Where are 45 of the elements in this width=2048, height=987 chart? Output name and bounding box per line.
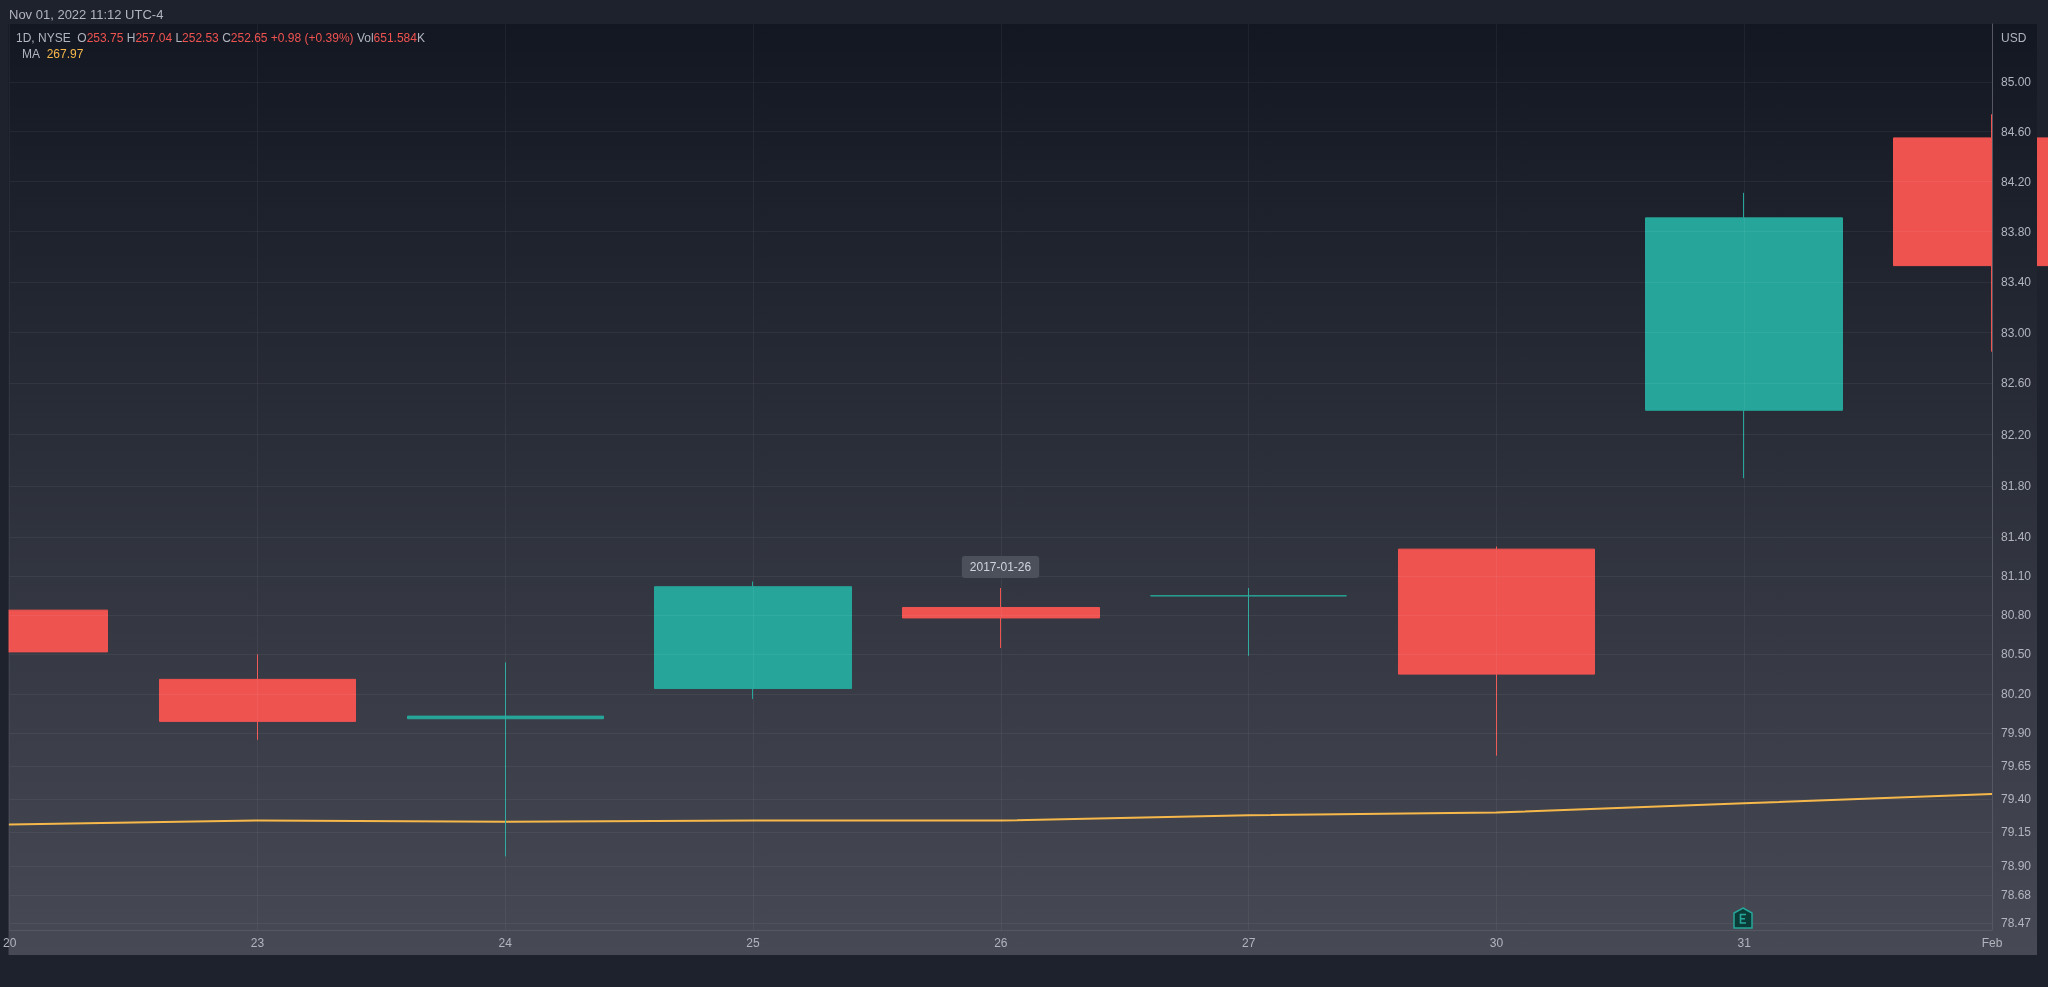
y-tick-label: 80.80 [2001,608,2032,623]
y-tick-label: 83.40 [2001,275,2032,290]
candlestick [1398,546,1595,757]
y-tick-label: 79.15 [2001,825,2032,840]
y-tick-label: 81.40 [2001,530,2032,545]
text: MA [22,47,40,61]
candlestick [159,653,356,741]
candlestick [654,581,852,700]
y-tick-label: 85.00 [2001,75,2032,90]
y-tick-label: 84.60 [2001,124,2032,139]
x-tick-label: 26 [994,936,1008,950]
annotation: 267.97 [46,47,84,61]
x-tick-label: Feb [1981,936,2003,950]
candlestick [1150,587,1347,657]
y-tick-label: 79.65 [2001,759,2032,774]
y-tick-label: 79.90 [2001,726,2032,741]
y-tick-label: 82.20 [2001,427,2032,442]
text: Nov 01, 2022 11:12 UTC-4 [9,6,164,22]
y-tick-label: 78.68 [2001,888,2032,903]
y-tick-label: 78.90 [2001,858,2032,873]
x-tick-label: 24 [498,936,513,950]
y-tick-label: 81.80 [2001,478,2032,493]
y-tick-label: 82.60 [2001,376,2032,391]
candlestick [407,661,604,857]
candlestick [1645,192,1843,479]
x-tick-label: 23 [250,936,265,950]
x-tick-label: 30 [1489,936,1504,950]
x-tick-label: 27 [1241,936,1256,950]
y-tick-label: 79.40 [2001,792,2032,807]
text: 1D, NYSE [16,31,71,45]
text: O253.75 H257.04 L252.53 C252.65 +0.98 (+0.39%) Vol651.584K [77,31,425,45]
x-tick-label: 31 [1737,936,1752,950]
y-tick-label: 84.20 [2001,174,2032,189]
line-series [8,792,1993,826]
candlestick [902,587,1100,649]
y-tick-label: 80.50 [2001,647,2032,662]
x-tick-label: 20 [2,936,17,950]
x-tick-label: 25 [746,936,761,950]
y-tick-label: 81.10 [2001,569,2032,584]
y-tick-label: 78.47 [2001,916,2032,931]
y-tick-label: 80.20 [2001,686,2032,701]
y-axis-title: USD [2001,31,2027,45]
annotation: 2017-01-26 [969,560,1032,574]
y-tick-label: 83.00 [2001,325,2032,340]
y-tick-label: 83.80 [2001,224,2032,239]
